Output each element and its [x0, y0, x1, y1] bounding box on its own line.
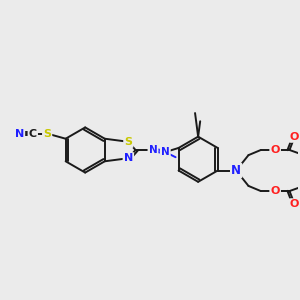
Text: N: N	[161, 147, 170, 157]
Text: O: O	[271, 145, 280, 155]
Text: O: O	[290, 132, 299, 142]
Text: N: N	[231, 164, 241, 177]
Text: N: N	[15, 129, 24, 139]
Text: O: O	[290, 200, 299, 209]
Text: N: N	[124, 153, 133, 163]
Text: N: N	[148, 145, 158, 155]
Text: S: S	[124, 137, 132, 147]
Text: O: O	[271, 186, 280, 196]
Text: C: C	[29, 129, 37, 139]
Text: S: S	[43, 129, 51, 139]
